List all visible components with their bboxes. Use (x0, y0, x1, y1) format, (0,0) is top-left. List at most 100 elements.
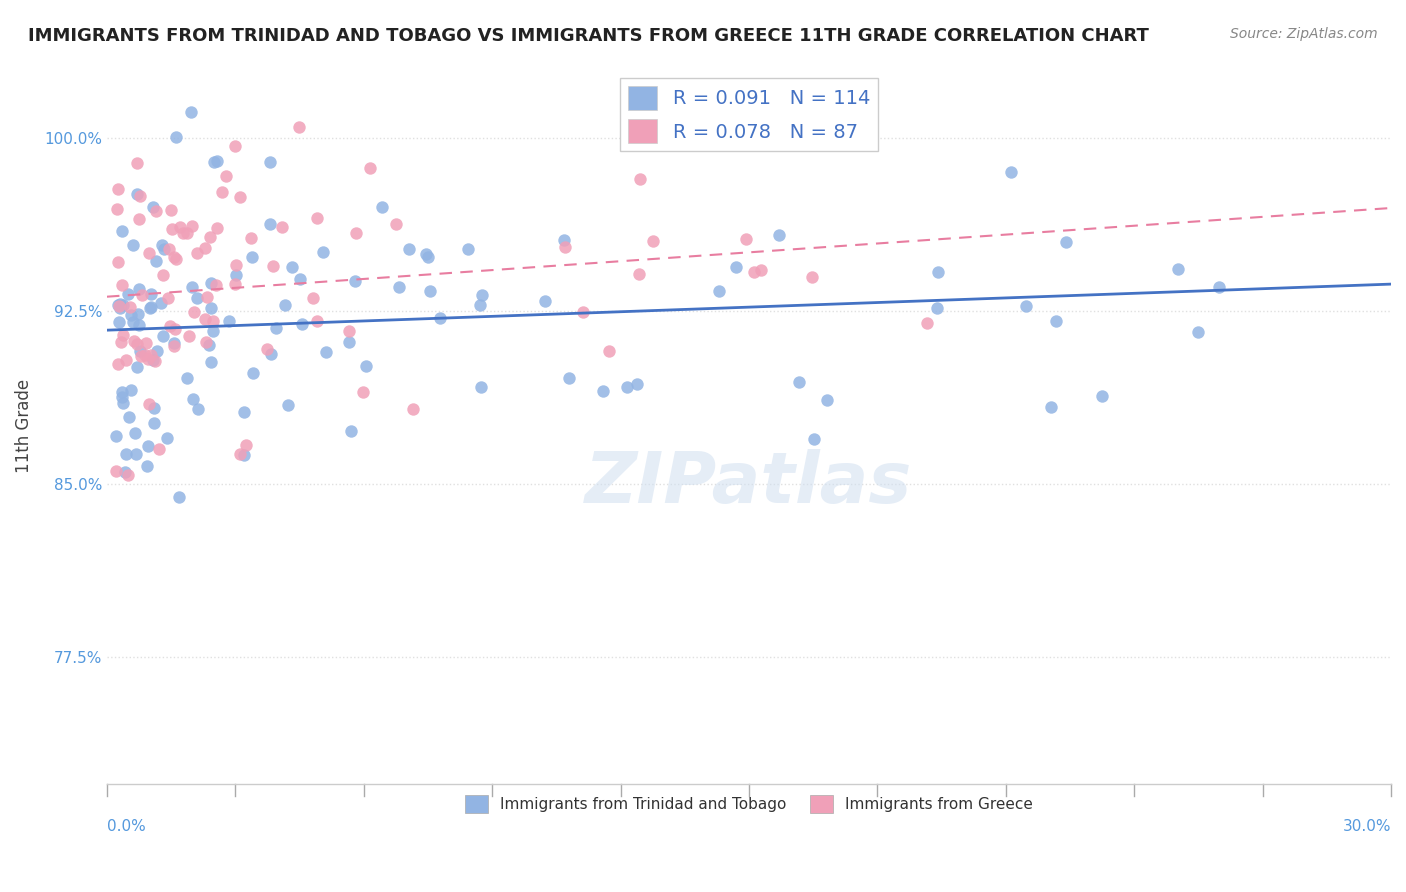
Point (108, 301, 131, 315)
Point (571, 305, 593, 319)
Point (163, 339, 186, 353)
Point (145, 254, 167, 268)
Point (135, 458, 157, 473)
Point (225, 259, 247, 273)
Point (274, 298, 297, 312)
Point (156, 292, 179, 306)
Point (117, 467, 139, 482)
Text: Source: ZipAtlas.com: Source: ZipAtlas.com (1230, 27, 1378, 41)
Point (169, 219, 191, 234)
Point (172, 226, 194, 240)
Point (143, 354, 166, 368)
Point (143, 416, 166, 430)
Point (853, 85, 876, 99)
Point (186, 291, 208, 305)
Point (344, 226, 367, 240)
Point (470, 380, 492, 394)
Point (138, 245, 160, 260)
Point (419, 284, 441, 298)
Point (110, 385, 132, 400)
Point (142, 200, 165, 214)
Point (315, 345, 337, 359)
Point (198, 230, 221, 244)
Point (1167, 262, 1189, 277)
Point (337, 324, 360, 338)
Point (131, 288, 153, 302)
Point (256, 342, 278, 356)
Point (194, 242, 217, 256)
Point (165, 322, 187, 336)
Point (229, 447, 252, 461)
Text: 0.0%: 0.0% (107, 819, 146, 834)
Point (398, 242, 420, 256)
Point (337, 335, 360, 350)
Point (626, 377, 648, 392)
Point (312, 244, 335, 259)
Point (157, 242, 180, 256)
Point (371, 200, 394, 214)
Point (259, 217, 281, 231)
Point (176, 371, 198, 385)
Point (343, 274, 366, 288)
Point (105, 202, 128, 217)
Point (141, 300, 163, 314)
Point (641, 234, 664, 248)
Point (111, 390, 134, 404)
Point (709, 284, 731, 298)
Point (1045, 314, 1067, 328)
Point (134, 348, 156, 362)
Point (156, 431, 179, 445)
Point (202, 324, 225, 338)
Point (201, 314, 224, 328)
Point (125, 155, 148, 169)
Point (111, 278, 134, 293)
Point (270, 220, 292, 235)
Point (418, 250, 440, 264)
Point (215, 169, 238, 183)
Point (1187, 325, 1209, 339)
Point (195, 334, 218, 349)
Point (200, 276, 222, 290)
Point (107, 298, 129, 312)
Point (457, 242, 479, 256)
Point (150, 238, 173, 252)
Point (128, 318, 150, 332)
Point (225, 268, 247, 283)
Point (262, 260, 284, 274)
Point (125, 447, 148, 461)
Point (815, 392, 838, 407)
Point (359, 161, 381, 175)
Point (1054, 235, 1077, 250)
Point (162, 221, 184, 235)
Point (128, 212, 150, 227)
Point (180, 219, 202, 234)
Point (129, 188, 152, 202)
Point (735, 232, 758, 246)
Point (1015, 298, 1038, 312)
Point (167, 490, 190, 504)
Point (724, 260, 747, 274)
Point (195, 290, 218, 304)
Text: IMMIGRANTS FROM TRINIDAD AND TOBAGO VS IMMIGRANTS FROM GREECE 11TH GRADE CORRELA: IMMIGRANTS FROM TRINIDAD AND TOBAGO VS I… (28, 27, 1149, 45)
Point (387, 280, 409, 294)
Point (229, 190, 252, 204)
Point (768, 227, 790, 242)
Point (122, 334, 145, 349)
Point (122, 238, 145, 252)
Point (200, 301, 222, 315)
Y-axis label: 11th Grade: 11th Grade (15, 379, 32, 474)
Text: 30.0%: 30.0% (1343, 819, 1391, 834)
Point (224, 277, 246, 292)
Point (352, 384, 374, 399)
Point (233, 448, 256, 462)
Point (129, 343, 152, 358)
Point (749, 263, 772, 277)
Point (187, 401, 209, 416)
Point (803, 432, 825, 446)
Point (340, 424, 363, 438)
Point (205, 278, 228, 293)
Point (194, 311, 217, 326)
Point (125, 337, 148, 351)
Point (1000, 165, 1022, 179)
Point (153, 242, 176, 256)
